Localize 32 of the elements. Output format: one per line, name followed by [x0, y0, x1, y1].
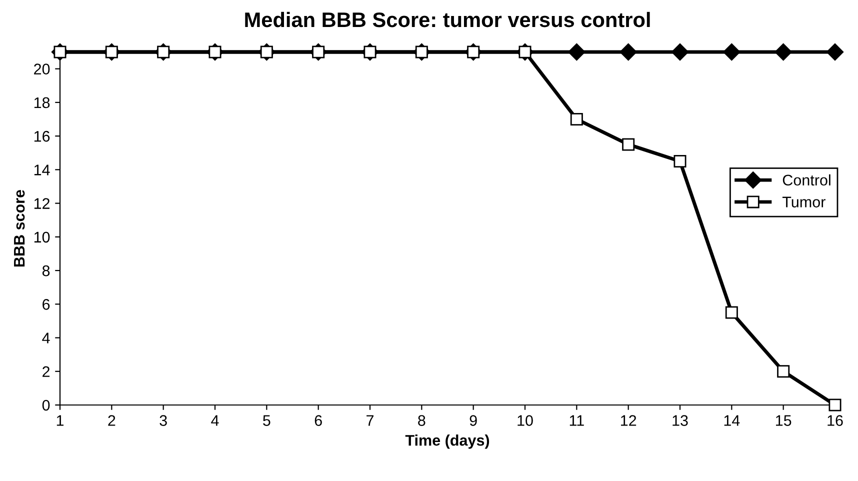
x-tick-label: 5 [263, 415, 270, 426]
y-tick-label: 20 [34, 64, 50, 74]
y-tick-label: 16 [34, 130, 50, 142]
x-tick-label: 10 [518, 415, 533, 426]
y-tick-label: 14 [34, 164, 50, 176]
x-tick-label: 12 [621, 415, 636, 426]
y-tick-label: 12 [34, 198, 50, 209]
x-tick-label: 13 [672, 415, 688, 426]
x-tick-label: 14 [724, 415, 740, 426]
x-tick-label: 7 [366, 415, 374, 426]
x-tick-label: 3 [160, 415, 167, 426]
y-tick-label: 18 [34, 97, 50, 108]
x-tick-label: 1 [56, 415, 64, 426]
x-axis-title: Time (days) [405, 434, 490, 449]
y-tick-label: 6 [42, 299, 50, 310]
y-tick-label: 8 [42, 265, 50, 276]
legend-label: Tumor [782, 196, 826, 208]
x-tick-label: 11 [570, 415, 584, 426]
x-tick-label: 9 [470, 415, 477, 426]
x-tick-label: 8 [418, 415, 426, 426]
x-tick-label: 15 [776, 415, 792, 426]
y-tick-label: 2 [42, 366, 50, 377]
y-tick-label: 0 [42, 400, 50, 411]
legend-label: Control [782, 174, 830, 186]
y-tick-label: 10 [34, 232, 50, 243]
x-tick-label: 2 [108, 415, 116, 426]
y-axis-title: BBB score [14, 190, 25, 267]
chart-title: Median BBB Score: tumor versus control [245, 12, 650, 28]
x-tick-label: 16 [828, 415, 843, 426]
x-tick-label: 4 [211, 415, 219, 426]
x-tick-label: 6 [314, 415, 322, 426]
y-tick-label: 4 [42, 332, 50, 344]
